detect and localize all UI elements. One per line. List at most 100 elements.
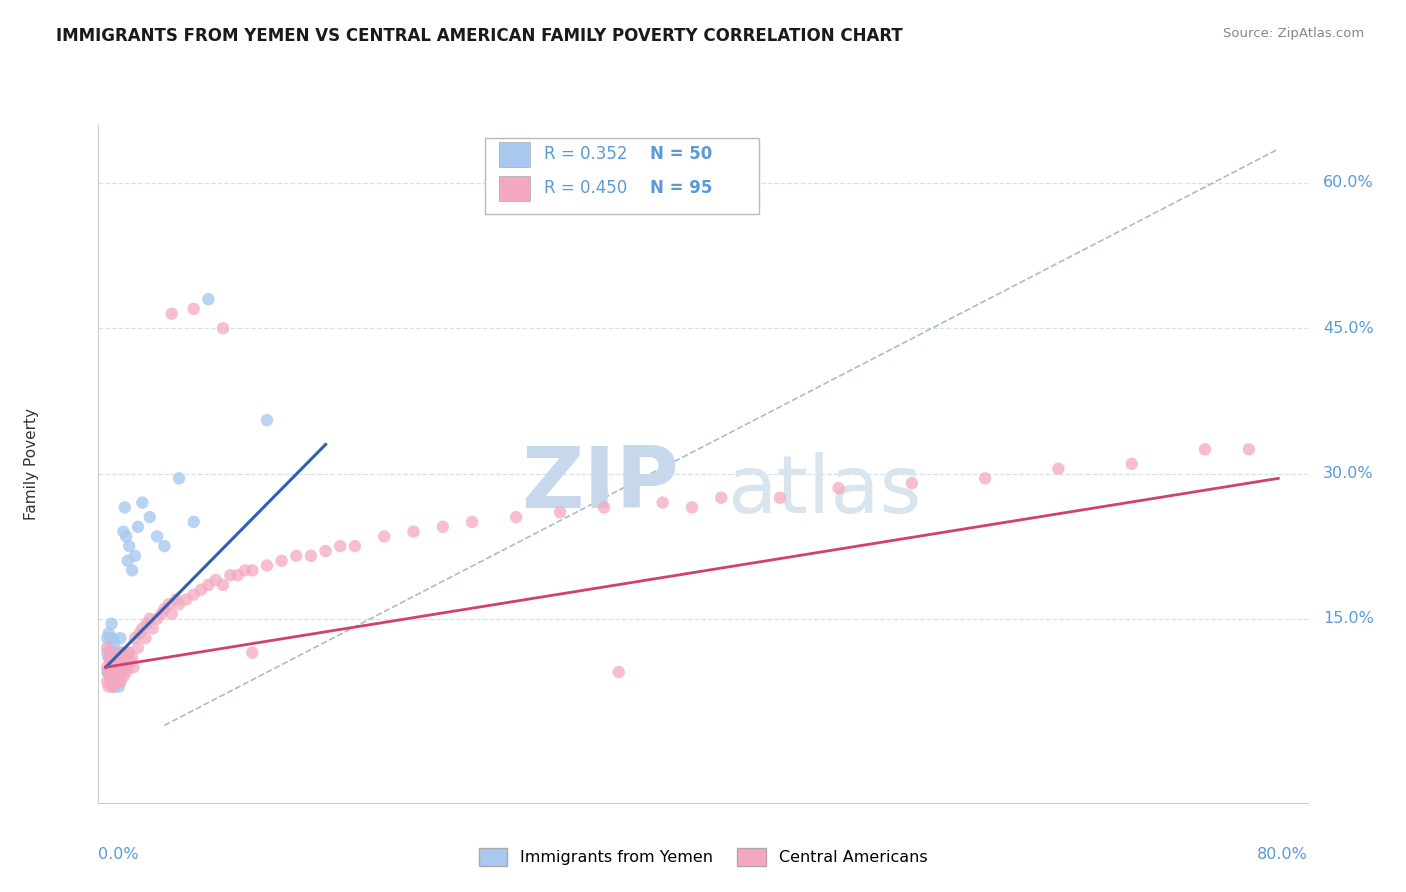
Point	[138, 612, 160, 626]
Point	[107, 650, 129, 665]
Point	[100, 665, 122, 679]
Point	[98, 660, 121, 674]
Point	[103, 670, 125, 684]
Point	[901, 476, 924, 491]
Point	[117, 646, 139, 660]
Point	[100, 640, 122, 655]
Point	[329, 539, 352, 553]
Text: Family Poverty: Family Poverty	[24, 408, 39, 520]
Point	[97, 680, 120, 694]
Legend: Immigrants from Yemen, Central Americans: Immigrants from Yemen, Central Americans	[472, 841, 934, 872]
Point	[105, 656, 128, 670]
Point	[607, 665, 630, 679]
Point	[105, 650, 128, 665]
Point	[1121, 457, 1143, 471]
Point	[121, 563, 143, 577]
Point	[111, 646, 134, 660]
Point	[97, 650, 120, 665]
Point	[1237, 442, 1260, 457]
Point	[432, 520, 454, 534]
Point	[373, 529, 395, 543]
Point	[204, 573, 226, 587]
Point	[103, 665, 125, 679]
Text: 45.0%: 45.0%	[1323, 321, 1374, 335]
Point	[118, 646, 141, 660]
Point	[197, 292, 219, 306]
Text: 80.0%: 80.0%	[1257, 847, 1308, 862]
Point	[160, 307, 183, 321]
Point	[110, 650, 132, 665]
Point	[101, 660, 124, 674]
Point	[118, 539, 141, 553]
Point	[212, 321, 235, 335]
Point	[146, 529, 169, 543]
Text: Source: ZipAtlas.com: Source: ZipAtlas.com	[1223, 27, 1364, 40]
Point	[96, 660, 118, 674]
Point	[219, 568, 242, 582]
Text: atlas: atlas	[727, 452, 921, 530]
Point	[146, 612, 169, 626]
Point	[98, 670, 121, 684]
Point	[165, 592, 187, 607]
Point	[593, 500, 616, 515]
Point	[142, 622, 165, 636]
Point	[138, 510, 160, 524]
Point	[110, 665, 132, 679]
Point	[110, 631, 132, 645]
Point	[167, 597, 190, 611]
Point	[651, 495, 673, 509]
Point	[256, 558, 278, 573]
Point	[101, 631, 124, 645]
Point	[107, 650, 129, 665]
Point	[97, 626, 120, 640]
Point	[135, 616, 157, 631]
Point	[110, 674, 132, 689]
Point	[105, 674, 128, 689]
Point	[103, 636, 125, 650]
Point	[197, 578, 219, 592]
Text: ZIP: ZIP	[522, 442, 679, 525]
Point	[115, 529, 138, 543]
Point	[97, 665, 120, 679]
Point	[98, 631, 121, 645]
Point	[107, 670, 129, 684]
Text: N = 95: N = 95	[650, 179, 711, 197]
Point	[127, 520, 149, 534]
Text: 15.0%: 15.0%	[1323, 611, 1374, 626]
Text: 60.0%: 60.0%	[1323, 176, 1374, 191]
Point	[108, 680, 131, 694]
Point	[710, 491, 733, 505]
Point	[101, 680, 124, 694]
Point	[212, 578, 235, 592]
Point	[505, 510, 527, 524]
Point	[974, 471, 997, 485]
Point	[117, 660, 139, 674]
Point	[100, 650, 122, 665]
Point	[461, 515, 484, 529]
Point	[157, 597, 180, 611]
Point	[101, 650, 124, 665]
Point	[96, 674, 118, 689]
Point	[827, 481, 849, 495]
Point	[101, 665, 124, 679]
Point	[402, 524, 425, 539]
Point	[270, 554, 292, 568]
Point	[176, 592, 198, 607]
Point	[114, 500, 136, 515]
Text: 0.0%: 0.0%	[98, 847, 139, 862]
Point	[105, 674, 128, 689]
Point	[96, 631, 118, 645]
Point	[117, 554, 139, 568]
Point	[285, 549, 308, 563]
Point	[1194, 442, 1216, 457]
Point	[108, 660, 131, 674]
Point	[101, 665, 124, 679]
Point	[1047, 461, 1070, 475]
Point	[120, 656, 142, 670]
Point	[183, 301, 205, 316]
Point	[103, 660, 125, 674]
Point	[183, 515, 205, 529]
Point	[548, 505, 571, 519]
Point	[110, 646, 132, 660]
Point	[226, 568, 249, 582]
